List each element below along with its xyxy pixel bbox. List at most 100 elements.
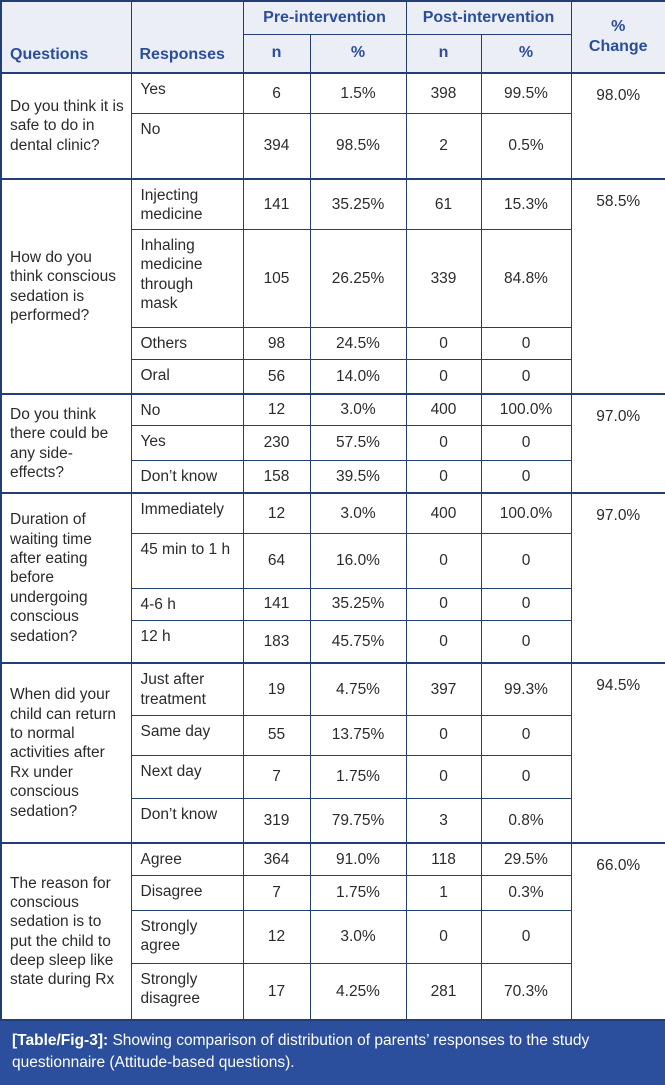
pre-pct-cell: 3.0% [309, 393, 407, 426]
header-row-groups: Questions Responses Pre-intervention Pos… [0, 0, 665, 74]
post-pct-cell: 0.3% [480, 874, 572, 911]
pre-n-cell: 56 [242, 358, 311, 395]
pre-n-cell: 19 [242, 662, 311, 716]
question-cell: How do you think conscious sedation is p… [0, 177, 132, 395]
header-post-intervention: Post-intervention [405, 0, 572, 35]
post-n-cell: 397 [405, 662, 482, 716]
pre-pct-cell: 98.5% [309, 112, 407, 180]
table-row: Others 98 24.5% 0 0 [1, 326, 665, 360]
table-row: When did your child can return to normal… [0, 662, 665, 844]
pre-n-cell: 319 [242, 797, 311, 844]
table-row: Next day 7 1.75% 0 0 [1, 754, 665, 799]
table-row: Yes 230 57.5% 0 0 [1, 424, 665, 461]
post-n-cell: 1 [405, 874, 482, 911]
pre-n-cell: 6 [242, 72, 311, 114]
post-n-cell: 281 [405, 962, 482, 1021]
pre-pct-cell: 1.5% [309, 72, 407, 114]
pre-n-cell: 12 [242, 393, 311, 426]
response-cell: Don’t know [130, 797, 244, 844]
pre-pct-cell: 24.5% [309, 326, 407, 360]
question-cell: Duration of waiting time after eating be… [0, 492, 132, 664]
post-n-cell: 0 [405, 326, 482, 360]
post-pct-cell: 0 [480, 532, 572, 589]
table-row: Strongly disagree 17 4.25% 281 70.3% [1, 962, 665, 1021]
table-row: Inhaling medicine through mask 105 26.25… [1, 228, 665, 328]
header-percent-change: % Change [570, 0, 665, 74]
response-cell: Agree [130, 842, 244, 876]
header-post-pct: % [480, 33, 572, 74]
pre-n-cell: 7 [242, 874, 311, 911]
post-n-cell: 0 [405, 424, 482, 461]
post-n-cell: 118 [405, 842, 482, 876]
response-cell: Immediately [130, 492, 244, 534]
response-cell: 45 min to 1 h [130, 532, 244, 589]
table-row: Don’t know 319 79.75% 3 0.8% [1, 797, 665, 844]
post-n-cell: 339 [405, 228, 482, 328]
pre-n-cell: 12 [242, 909, 311, 964]
response-cell: Yes [130, 72, 244, 114]
post-pct-cell: 0 [480, 587, 572, 621]
pre-pct-cell: 3.0% [309, 909, 407, 964]
change-cell: 97.0% [570, 492, 665, 664]
pre-n-cell: 55 [242, 714, 311, 756]
header-questions: Questions [0, 0, 132, 74]
pre-pct-cell: 91.0% [309, 842, 407, 876]
header-pre-intervention: Pre-intervention [242, 0, 407, 35]
pre-n-cell: 64 [242, 532, 311, 589]
table-row: Same day 55 13.75% 0 0 [1, 714, 665, 756]
post-n-cell: 0 [405, 714, 482, 756]
pre-pct-cell: 1.75% [309, 874, 407, 911]
post-pct-cell: 15.3% [480, 177, 572, 230]
pre-n-cell: 98 [242, 326, 311, 360]
post-pct-cell: 100.0% [480, 492, 572, 534]
change-cell: 97.0% [570, 393, 665, 494]
post-pct-cell: 0.5% [480, 112, 572, 180]
response-cell: Oral [130, 358, 244, 395]
pre-n-cell: 105 [242, 228, 311, 328]
figure-caption-text: Showing comparison of distribution of pa… [12, 1032, 590, 1071]
change-cell: 94.5% [570, 662, 665, 844]
post-pct-cell: 0 [480, 909, 572, 964]
pre-pct-cell: 1.75% [309, 754, 407, 799]
pre-pct-cell: 39.5% [309, 459, 407, 494]
post-n-cell: 400 [405, 393, 482, 426]
pre-pct-cell: 14.0% [309, 358, 407, 395]
pre-n-cell: 183 [242, 619, 311, 664]
post-pct-cell: 0 [480, 358, 572, 395]
table-row: Do you think it is safe to do in dental … [0, 72, 665, 180]
response-cell: Same day [130, 714, 244, 756]
response-cell: Don’t know [130, 459, 244, 494]
header-pre-pct: % [309, 33, 407, 74]
post-pct-cell: 0 [480, 619, 572, 664]
pre-pct-cell: 13.75% [309, 714, 407, 756]
post-n-cell: 0 [405, 619, 482, 664]
pre-n-cell: 141 [242, 177, 311, 230]
pre-pct-cell: 57.5% [309, 424, 407, 461]
post-n-cell: 0 [405, 358, 482, 395]
post-n-cell: 0 [405, 587, 482, 621]
table-row: The reason for conscious sedation is to … [0, 842, 665, 1021]
post-pct-cell: 29.5% [480, 842, 572, 876]
pre-pct-cell: 26.25% [309, 228, 407, 328]
table-row: Don’t know 158 39.5% 0 0 [1, 459, 665, 494]
pre-pct-cell: 4.75% [309, 662, 407, 716]
question-cell: The reason for conscious sedation is to … [0, 842, 132, 1021]
post-pct-cell: 0 [480, 459, 572, 494]
post-pct-cell: 0 [480, 424, 572, 461]
response-cell: No [130, 112, 244, 180]
pre-pct-cell: 16.0% [309, 532, 407, 589]
post-pct-cell: 99.5% [480, 72, 572, 114]
pre-pct-cell: 3.0% [309, 492, 407, 534]
pre-pct-cell: 35.25% [309, 587, 407, 621]
pre-n-cell: 364 [242, 842, 311, 876]
post-n-cell: 3 [405, 797, 482, 844]
response-cell: Strongly disagree [130, 962, 244, 1021]
table-row: Strongly agree 12 3.0% 0 0 [1, 909, 665, 964]
question-cell: Do you think there could be any side- ef… [0, 393, 132, 494]
table-row: No 394 98.5% 2 0.5% [1, 112, 665, 180]
post-pct-cell: 70.3% [480, 962, 572, 1021]
post-pct-cell: 0.8% [480, 797, 572, 844]
response-cell: 12 h [130, 619, 244, 664]
response-cell: Disagree [130, 874, 244, 911]
pre-n-cell: 158 [242, 459, 311, 494]
